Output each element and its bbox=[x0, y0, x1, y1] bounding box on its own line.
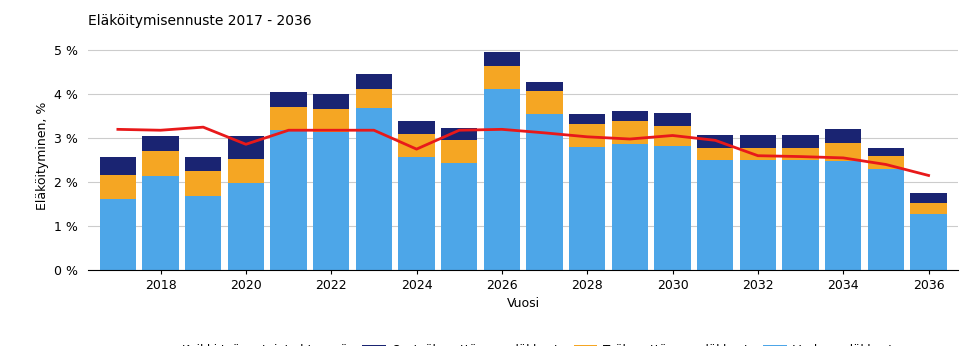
Bar bbox=[441, 163, 477, 270]
Bar bbox=[271, 92, 307, 107]
Bar bbox=[612, 121, 648, 144]
Bar bbox=[654, 146, 690, 270]
Bar bbox=[612, 144, 648, 270]
Bar bbox=[100, 157, 136, 175]
Bar bbox=[739, 148, 775, 160]
Bar bbox=[228, 183, 264, 270]
Bar bbox=[441, 140, 477, 163]
Bar bbox=[825, 143, 861, 161]
Bar bbox=[782, 160, 818, 270]
Bar bbox=[398, 134, 434, 157]
Bar bbox=[739, 160, 775, 270]
Bar bbox=[654, 126, 690, 146]
Bar bbox=[484, 66, 520, 89]
Bar bbox=[484, 89, 520, 270]
Bar bbox=[271, 107, 307, 130]
Bar bbox=[867, 169, 903, 270]
Bar bbox=[782, 148, 818, 160]
Bar bbox=[484, 52, 520, 66]
Bar bbox=[910, 193, 946, 203]
Bar bbox=[100, 199, 136, 270]
Bar bbox=[867, 148, 903, 156]
Bar bbox=[526, 114, 562, 270]
Bar bbox=[697, 148, 733, 160]
Bar bbox=[910, 203, 946, 214]
Legend: Kaikki työnantajat yhteensä, Osatyökyvyttömyyseläkkeet, Työkyvyttömyyseläkkeet, : Kaikki työnantajat yhteensä, Osatyökyvyt… bbox=[148, 340, 898, 346]
Bar bbox=[612, 111, 648, 121]
Bar bbox=[782, 135, 818, 148]
Bar bbox=[526, 82, 562, 91]
Y-axis label: Eläköityminen, %: Eläköityminen, % bbox=[36, 101, 49, 210]
Text: Eläköitymisennuste 2017 - 2036: Eläköitymisennuste 2017 - 2036 bbox=[88, 14, 312, 28]
Bar bbox=[569, 124, 605, 147]
Bar bbox=[867, 156, 903, 169]
Bar bbox=[441, 128, 477, 140]
Bar bbox=[654, 113, 690, 126]
Bar bbox=[739, 135, 775, 148]
Bar bbox=[185, 157, 221, 171]
Bar bbox=[825, 129, 861, 143]
Bar bbox=[185, 196, 221, 270]
Bar bbox=[313, 109, 349, 133]
Bar bbox=[185, 171, 221, 196]
Bar bbox=[569, 115, 605, 124]
Bar bbox=[398, 121, 434, 134]
Bar bbox=[228, 136, 264, 159]
Bar bbox=[313, 133, 349, 270]
Bar bbox=[526, 91, 562, 114]
Bar bbox=[271, 130, 307, 270]
Bar bbox=[228, 159, 264, 183]
Bar bbox=[356, 89, 392, 108]
Bar bbox=[697, 135, 733, 148]
Bar bbox=[356, 108, 392, 270]
Bar bbox=[143, 136, 179, 151]
Bar bbox=[697, 160, 733, 270]
X-axis label: Vuosi: Vuosi bbox=[506, 298, 539, 310]
Bar bbox=[100, 175, 136, 199]
Bar bbox=[356, 74, 392, 89]
Bar bbox=[143, 151, 179, 176]
Bar bbox=[398, 157, 434, 270]
Bar bbox=[143, 176, 179, 270]
Bar bbox=[313, 94, 349, 109]
Bar bbox=[825, 161, 861, 270]
Bar bbox=[910, 214, 946, 270]
Bar bbox=[569, 147, 605, 270]
